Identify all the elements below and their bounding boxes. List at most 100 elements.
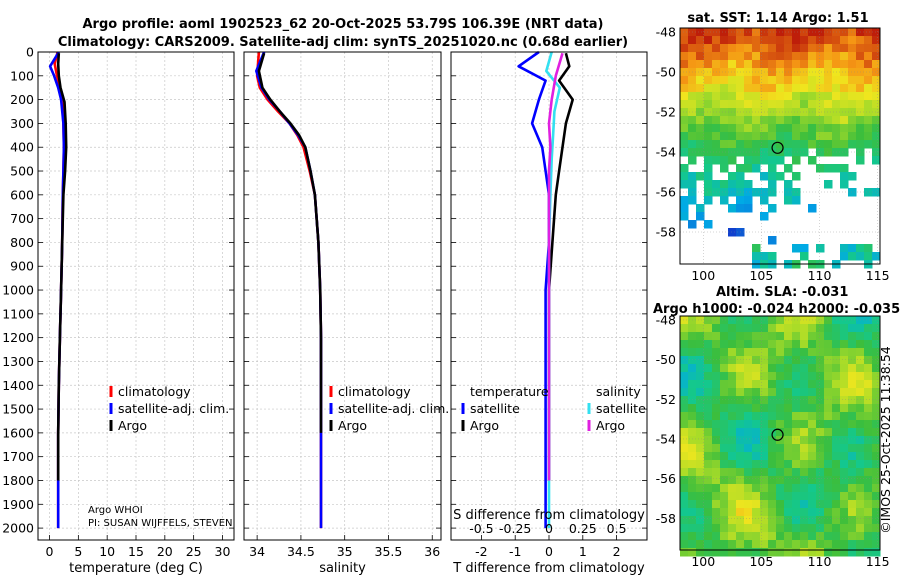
map-cell [864,420,873,429]
map-cell [680,524,689,533]
map-cell [760,508,769,517]
map-cell [784,44,793,53]
map-cell [760,44,769,53]
map-cell [688,452,697,461]
map-cell [696,92,705,101]
map-cell [800,100,809,109]
map-cell [824,348,833,357]
y-tick-label: 1500 [2,402,34,417]
map-cell [736,460,745,469]
map-cell [784,460,793,469]
map-cell [744,356,753,365]
map-cell [744,516,753,525]
map-cell [688,412,697,421]
map-cell [792,324,801,333]
map-cell [784,532,793,541]
map-cell [736,444,745,453]
map-cell [728,156,737,165]
map-cell [736,316,745,325]
map-cell [720,404,729,413]
map-cell [800,316,809,325]
map-cell [720,340,729,349]
series-line-temperature-satellite [517,50,551,529]
map-cell [712,180,721,189]
map-cell [848,132,857,141]
map-cell [728,348,737,357]
map-cell [856,428,865,437]
map-cell [800,508,809,517]
map-cell [712,124,721,133]
map-cell [848,388,857,397]
map-cell [680,516,689,525]
map-cell [712,484,721,493]
x-tick-label: 35 [337,544,353,559]
map-cell [728,52,737,61]
map-cell [776,84,785,93]
map-cell [680,492,689,501]
map-cell [832,140,841,149]
map-cell [688,140,697,149]
map-cell [744,364,753,373]
map-cell [848,76,857,85]
map-cell [720,484,729,493]
map-cell [864,332,873,341]
map-cell [824,460,833,469]
map-x-tick-label: 110 [808,268,832,283]
map-cell [808,332,817,341]
map-cell [808,156,817,165]
map-cell [704,460,713,469]
map-cell [728,428,737,437]
map-cell [808,116,817,125]
legend-label: satellite-adj. clim. [118,401,229,416]
map-cell [768,252,777,261]
sla-map-subtitle: Argo h1000: -0.024 h2000: -0.035 [653,302,900,317]
map-cell [800,396,809,405]
y-tick-label: 200 [10,92,34,107]
map-cell [704,108,713,117]
map-cell [872,132,881,141]
map-cell [696,476,705,485]
map-cell [768,348,777,357]
legend-title-salinity: salinity [596,384,641,399]
map-cell [680,28,689,37]
map-cell [704,420,713,429]
argo-location-marker [771,141,784,154]
map-cell [760,60,769,69]
map-cell [768,356,777,365]
map-cell [792,132,801,141]
top-x-tick-label: 0 [545,521,553,536]
map-cell [840,492,849,501]
map-cell [776,36,785,45]
map-cell [792,188,801,197]
x-tick-label: -2 [475,544,487,559]
map-cell [824,484,833,493]
map-cell [816,468,825,477]
map-cell [744,540,753,549]
map-cell [688,476,697,485]
map-cell [688,332,697,341]
map-cell [736,516,745,525]
map-cell [808,444,817,453]
map-cell [848,396,857,405]
map-cell [704,436,713,445]
map-cell [872,252,881,261]
map-cell [848,404,857,413]
map-cell [752,444,761,453]
map-cell [728,148,737,157]
map-cell [728,100,737,109]
map-cell [680,444,689,453]
map-cell [744,116,753,125]
map-cell [792,124,801,133]
map-cell [720,388,729,397]
map-cell [696,532,705,541]
map-cell [712,420,721,429]
map-cell [816,372,825,381]
map-cell [856,388,865,397]
map-cell [824,68,833,77]
map-cell [760,428,769,437]
map-cell [680,380,689,389]
map-cell [696,396,705,405]
map-cell [840,164,849,173]
map-cell [768,500,777,509]
map-cell [848,324,857,333]
